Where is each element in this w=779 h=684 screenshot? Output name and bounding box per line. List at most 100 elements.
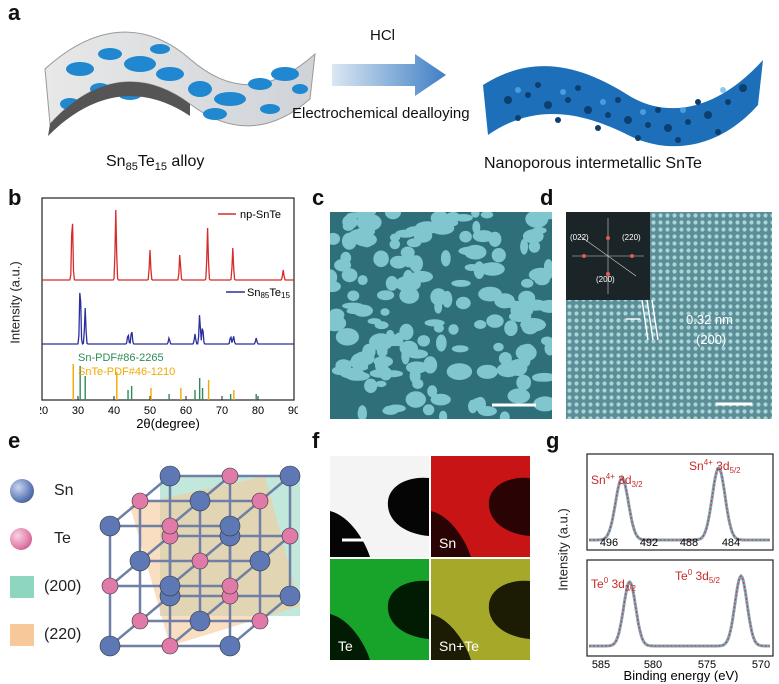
xps-bottom-tick-label: 580 <box>644 659 662 671</box>
sem-ligament <box>353 364 369 371</box>
sem-ligament <box>409 255 423 273</box>
sem-ligament <box>409 367 421 384</box>
sem-ligament <box>427 385 438 398</box>
sem-ligament <box>389 239 401 250</box>
sn85te15-pattern <box>42 292 294 345</box>
sem-ligament <box>356 213 382 232</box>
sem-ligament <box>453 214 473 222</box>
xps-top-tick-label: 484 <box>722 537 740 549</box>
sem-ligament <box>389 255 408 269</box>
lattice-spacing: 0.32 nm <box>686 312 733 327</box>
np-snte-pattern <box>42 209 294 281</box>
legend-np-snte: np-SnTe <box>240 209 281 221</box>
sem-ligament <box>342 221 355 231</box>
xrd-xtick-label: 40 <box>108 405 120 417</box>
te-atom <box>221 577 239 595</box>
xrd-xtick-label: 60 <box>180 405 192 417</box>
hrtem-image: (022) (220) (200) 0.32 nm (200) <box>566 212 772 419</box>
sem-ligament <box>340 251 352 264</box>
sn3d-fit <box>589 467 770 541</box>
xps-bottom-frame <box>586 559 774 657</box>
sem-ligament <box>370 335 381 346</box>
sem-ligament <box>405 391 426 408</box>
legend-sn85te15: Sn85Te15 <box>247 287 290 300</box>
xps-bottom-tick-label: 585 <box>592 659 610 671</box>
sem-ligament <box>330 308 345 322</box>
te0-3d52-label: Te0 3d5/2 <box>675 568 721 585</box>
sem-ligament <box>498 352 512 365</box>
process-arrow <box>332 54 446 96</box>
panel-label-g: g <box>546 428 560 453</box>
xps-bottom-tick-label: 570 <box>752 659 770 671</box>
sem-ligament <box>430 212 449 226</box>
sem-ligament <box>446 363 473 380</box>
sn-map-label: Sn <box>439 535 456 551</box>
sem-ligament <box>455 296 471 310</box>
sem-ligament <box>516 374 532 391</box>
te0-3d32-label: Te0 3d3/2 <box>591 576 637 593</box>
fft-label-022: (022) <box>570 233 589 242</box>
te-map: Te <box>330 559 429 660</box>
sem-ligament <box>439 410 448 419</box>
sem-ligament <box>478 286 502 302</box>
sn85te15-alloy-illustration <box>44 31 316 136</box>
sn-atom <box>219 635 241 657</box>
sn-map: Sn <box>431 456 530 557</box>
sem-ligament <box>468 399 478 414</box>
te3d-fit <box>589 575 770 647</box>
sn-te-overlay-map: Sn+Te <box>431 559 530 660</box>
sn-atom <box>189 610 211 632</box>
sem-ligament <box>335 328 359 346</box>
legend-plane-220: (220) <box>10 622 90 648</box>
sn-atom-icon <box>10 479 34 503</box>
sem-ligament <box>353 304 373 317</box>
sem-ligament <box>347 290 360 302</box>
overlay-map-label: Sn+Te <box>439 638 479 654</box>
sem-ligament <box>541 336 552 346</box>
sem-ligament <box>389 233 401 242</box>
te-atom <box>281 527 299 545</box>
xrd-xtick-label: 70 <box>216 405 228 417</box>
sem-ligament <box>533 396 552 412</box>
legend-plane-200: (200) <box>10 574 90 600</box>
plane-200-swatch <box>10 576 34 598</box>
sem-ligament <box>458 246 484 256</box>
sem-ligament <box>521 278 534 288</box>
xrd-frame <box>41 197 295 401</box>
sem-ligament <box>459 230 472 243</box>
fft-label-220: (220) <box>622 233 641 242</box>
sem-ligament <box>367 318 382 325</box>
xps-top-tick-label: 488 <box>680 537 698 549</box>
sem-ligament <box>399 323 414 341</box>
sn-atom <box>159 575 181 597</box>
sem-ligament <box>400 246 415 259</box>
sn-atom <box>99 515 121 537</box>
alloy-caption: Sn85Te15 alloy <box>106 153 205 174</box>
sem-ligament <box>341 268 358 283</box>
sem-ligament <box>377 290 395 301</box>
sem-ligament <box>399 287 420 304</box>
sem-ligament <box>331 366 349 376</box>
sem-ligament <box>474 320 487 329</box>
sem-ligament <box>330 269 338 286</box>
sn-atom <box>189 490 211 512</box>
panel-label-e: e <box>8 428 21 453</box>
sem-ligament <box>478 262 504 275</box>
sem-ligament <box>362 343 376 360</box>
sem-ligament <box>385 334 404 347</box>
sem-ligament <box>330 232 341 245</box>
xrd-ylabel: Intensity (a.u.) <box>7 261 23 344</box>
te-atom <box>191 552 209 570</box>
sem-ligament <box>364 378 378 393</box>
panel-label-c: c <box>312 185 325 210</box>
sem-ligament <box>413 228 433 243</box>
sem-ligament <box>472 220 481 234</box>
sem-ligament <box>357 405 367 419</box>
plane-220-swatch <box>10 624 34 646</box>
xrd-chart: 20 30 40 50 60 70 80 90 np-SnTe Sn85Te15 Sn-PDF… <box>40 197 298 431</box>
sem-ligament <box>507 388 531 404</box>
sem-ligament <box>369 369 391 378</box>
sn4-3d32-label: Sn4+ 3d3/2 <box>591 472 643 489</box>
sem-ligament <box>384 212 402 220</box>
haadf-image <box>330 456 429 557</box>
